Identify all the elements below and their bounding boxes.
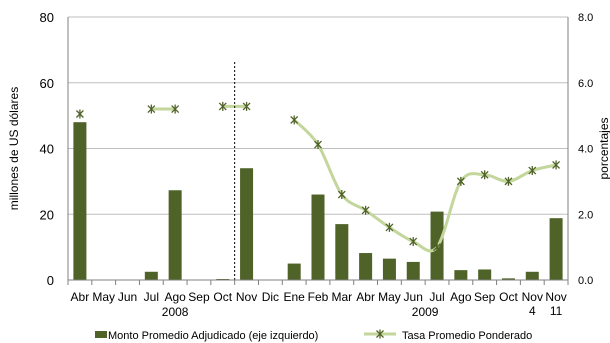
x-tick-labels: Abr May Jun Jul Ago Sep Oct Nov Dic Ene Feb Mar Abr M… (71, 290, 567, 318)
rate-point (480, 170, 489, 180)
bar (240, 168, 254, 280)
y-right-tick-label: 8.0 (578, 12, 593, 24)
rate-point (337, 190, 346, 200)
x-tick-label: Ene (284, 290, 306, 304)
rate-point (504, 176, 513, 186)
legend-bar-swatch (95, 331, 107, 338)
x-tick-label: Ago (450, 290, 472, 304)
bars (73, 122, 563, 280)
bar (335, 224, 349, 280)
x-tick-label: Jun (118, 290, 137, 304)
x-tick-label: Abr (356, 290, 375, 304)
x-tick-label: Jun (404, 290, 423, 304)
x-tick-label: Nov (236, 290, 257, 304)
x-tick-label: Dic (262, 290, 279, 304)
x-tick-label: Oct (213, 290, 232, 304)
x-tick-label: May (92, 290, 115, 304)
x-tick-label: Ago (164, 290, 186, 304)
y-right-tick-label: 6.0 (578, 78, 593, 90)
y-left-tick-labels: 0 20 40 60 80 (40, 10, 54, 288)
legend-bar-label: Monto Promedio Adjudicado (eje izquierdo… (108, 330, 318, 342)
bar (73, 122, 87, 280)
y-left-tick-label: 80 (40, 10, 54, 25)
rate-point (385, 222, 394, 232)
rate-line-series (75, 101, 561, 253)
rate-point (147, 104, 156, 114)
y-left-tick-label: 20 (40, 207, 54, 222)
bar (311, 194, 325, 280)
rate-point (75, 109, 84, 119)
year-label: 2008 (162, 305, 189, 319)
bar (144, 271, 158, 280)
rate-point (171, 104, 180, 114)
y-right-tick-label: 2.0 (578, 209, 593, 221)
x-tick-label: Sep (188, 290, 210, 304)
bar (382, 258, 396, 280)
x-tick-label: Nov (545, 290, 566, 304)
y-right-tick-labels: 0.0 2.0 4.0 6.0 8.0 (578, 12, 593, 287)
rate-point (242, 101, 251, 111)
rate-point (528, 166, 537, 176)
rate-point (218, 101, 227, 111)
rate-point (314, 140, 322, 150)
rate-point (552, 160, 561, 170)
y-left-tick-label: 40 (40, 142, 54, 157)
year-label: 2009 (412, 305, 439, 319)
y-left-tick-label: 0 (47, 273, 54, 288)
x-tick-label: Nov (522, 290, 543, 304)
bar (525, 271, 539, 280)
bar (454, 270, 468, 280)
bar (406, 261, 420, 280)
legend-line-marker (376, 329, 384, 339)
bar (168, 190, 182, 280)
bar (478, 269, 492, 280)
y-left-tick-label: 60 (40, 76, 54, 91)
x-tick-label: 4 (529, 304, 536, 318)
x-tick-label: Jul (144, 290, 159, 304)
bar (359, 253, 373, 280)
y-right-tick-label: 4.0 (578, 144, 593, 156)
x-tick-label: Sep (474, 290, 496, 304)
rate-line-segment (293, 118, 557, 253)
y-right-tick-label: 0.0 (578, 275, 593, 287)
y-right-axis-title: porcentajes (597, 117, 610, 179)
gridlines (68, 16, 568, 215)
legend-line-label: Tasa Promedio Ponderado (402, 330, 532, 342)
year-group-labels: 2008 2009 (162, 305, 439, 319)
x-tick-label: Oct (499, 290, 518, 304)
bar (287, 263, 301, 280)
rate-point (361, 205, 370, 215)
rate-point (456, 176, 465, 186)
axes (67, 17, 569, 285)
x-tick-label: May (378, 290, 401, 304)
rate-point (290, 115, 299, 125)
x-tick-label: Abr (71, 290, 90, 304)
legend-marker (376, 329, 384, 339)
rate-point (409, 237, 418, 247)
x-tick-label: Feb (308, 290, 329, 304)
y-left-axis-title: millones de US dólares (7, 87, 21, 210)
legend: Monto Promedio Adjudicado (eje izquierdo… (95, 329, 532, 342)
x-tick-label: 11 (550, 304, 563, 318)
x-tick-label: Jul (429, 290, 444, 304)
x-tick-label: Mar (331, 290, 352, 304)
bar (501, 278, 515, 280)
bar (549, 218, 563, 280)
rate-point (433, 242, 442, 252)
